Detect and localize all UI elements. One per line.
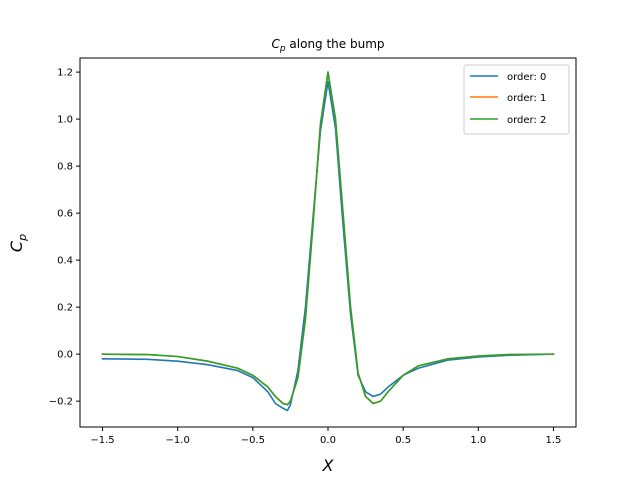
y-tick-label: 0.6 [57,209,73,220]
x-axis-label: X [322,456,335,475]
x-axis: −1.5 −1.0 −0.5 0.0 0.5 1.0 1.5 [90,427,561,446]
y-tick-label: 1.0 [57,115,73,126]
chart-title-rest: along the bump [286,37,385,51]
y-tick-label: 0.0 [57,350,73,361]
x-tick-label: 1.0 [470,435,486,446]
y-tick-label: 0.4 [57,256,73,267]
y-axis-label-sub: p [16,234,29,242]
legend-box [463,64,570,135]
y-tick-label: 0.2 [57,303,73,314]
y-axis-label-main: C [7,240,26,252]
x-tick-label: −0.5 [241,435,265,446]
y-axis-label: Cp [7,234,29,252]
x-tick-label: −1.5 [90,435,114,446]
y-tick-label: −0.2 [49,397,73,408]
chart-title-main: C [271,37,280,51]
legend: order: 0 order: 1 order: 2 [463,64,570,135]
x-tick-label: 0.5 [395,435,411,446]
x-tick-label: 1.5 [546,435,562,446]
legend-label-order-2: order: 2 [507,115,546,126]
legend-label-order-1: order: 1 [507,93,546,104]
chart-title: Cp along the bump [271,37,384,54]
y-tick-label: 1.2 [57,68,73,79]
series-line-order-2 [101,71,555,406]
x-tick-label: −1.0 [166,435,190,446]
y-tick-label: 0.8 [57,162,73,173]
y-axis: −0.2 0.0 0.2 0.4 0.6 0.8 1.0 1.2 [49,68,80,408]
legend-label-order-0: order: 0 [507,72,546,83]
series-layer [101,71,555,412]
x-tick-label: 0.0 [320,435,336,446]
chart-title-sub: p [279,44,286,54]
